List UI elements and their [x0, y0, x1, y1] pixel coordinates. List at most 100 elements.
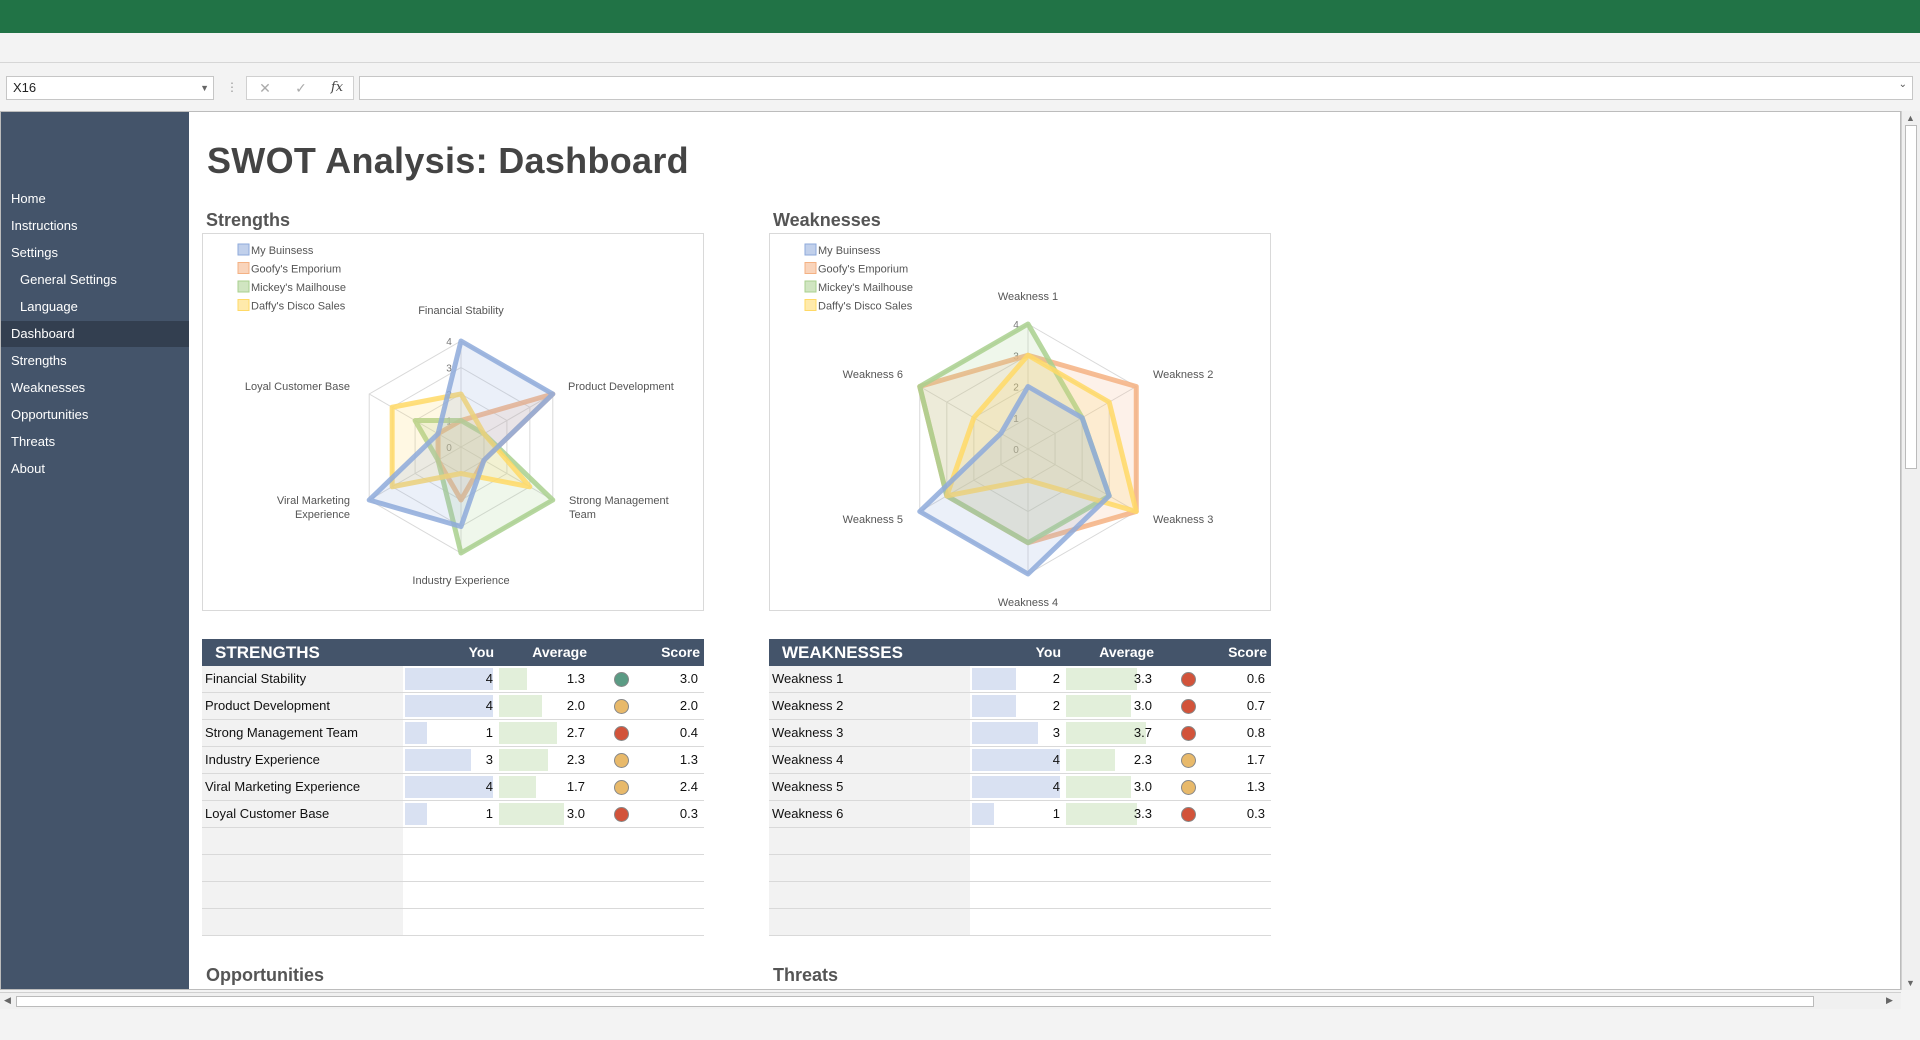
radar-tick-label: 2 — [1013, 383, 1019, 394]
sidebar-item-home[interactable]: Home — [11, 191, 46, 206]
table-row[interactable]: Product Development 4 2.0 2.0 — [202, 693, 704, 720]
scroll-down-icon[interactable]: ▼ — [1906, 978, 1915, 988]
enter-icon[interactable]: ✓ — [295, 80, 307, 96]
weaknesses-radar-chart[interactable]: 0 1 2 3 4 Weakness 1 Weakness 2 Weakness 3 Weakn… — [769, 233, 1271, 611]
table-row[interactable]: Industry Experience 3 2.3 1.3 — [202, 747, 704, 774]
table-row[interactable]: Financial Stability 4 1.3 3.0 — [202, 666, 704, 693]
column-header-average: Average — [1099, 644, 1154, 660]
legend-entry: Daffy's Disco Sales — [251, 301, 346, 313]
weaknesses-table-header: WEAKNESSES You Average Score — [769, 639, 1271, 666]
table-row[interactable] — [202, 828, 704, 855]
radar-spoke — [1027, 448, 1137, 512]
table-row[interactable]: Weakness 3 3 3.7 0.8 — [769, 720, 1271, 747]
formula-buttons: ✕ ✓ fx — [246, 76, 354, 100]
status-yellow-icon — [1181, 780, 1196, 795]
table-row[interactable]: Weakness 6 1 3.3 0.3 — [769, 801, 1271, 828]
section-title-threats: Threats — [773, 965, 839, 985]
sidebar-item-weaknesses[interactable]: Weaknesses — [11, 380, 86, 395]
score-value: 3.0 — [679, 671, 698, 686]
sidebar-item-threats[interactable]: Threats — [11, 434, 56, 449]
table-row[interactable] — [769, 828, 1271, 855]
vertical-scroll-thumb[interactable] — [1905, 125, 1917, 469]
table-row[interactable]: Weakness 5 4 3.0 1.3 — [769, 774, 1271, 801]
scroll-right-icon[interactable]: ▶ — [1886, 995, 1893, 1005]
table-row[interactable]: Weakness 4 4 2.3 1.7 — [769, 747, 1271, 774]
score-value: 0.3 — [1246, 806, 1265, 821]
row-name: Weakness 2 — [769, 693, 970, 719]
you-value: 4 — [1052, 752, 1060, 767]
name-box[interactable]: X16 ▼ — [6, 76, 214, 100]
radar-series-daffy-s-disco-sales[interactable] — [389, 391, 533, 490]
table-row[interactable] — [769, 855, 1271, 882]
average-value: 2.0 — [566, 698, 585, 713]
horizontal-scrollbar[interactable]: ◀ ▶ — [0, 992, 1901, 1009]
you-value: 4 — [1052, 779, 1060, 794]
sidebar-item-about[interactable]: About — [11, 461, 45, 476]
average-value: 3.3 — [1133, 671, 1152, 686]
radar-category-label: Viral Marketing — [277, 495, 350, 507]
table-row[interactable] — [769, 909, 1271, 936]
expand-formula-icon[interactable]: ⌄ — [1898, 79, 1907, 90]
legend-swatch — [237, 243, 250, 256]
sidebar-item-settings[interactable]: Settings — [11, 245, 58, 260]
strengths-radar-chart[interactable]: 0 1 2 3 4 Financial Stability Product Developm… — [202, 233, 704, 611]
status-bar — [0, 1012, 1920, 1040]
column-header-score: Score — [1228, 644, 1267, 660]
radar-category-label: Weakness 5 — [843, 514, 903, 526]
you-value: 1 — [1052, 806, 1060, 821]
row-name — [202, 855, 403, 881]
column-header-you: You — [468, 644, 494, 660]
sidebar-item-opportunities[interactable]: Opportunities — [11, 407, 89, 422]
sidebar-item-strengths[interactable]: Strengths — [11, 353, 67, 368]
radar-tick-label: 0 — [446, 443, 452, 454]
you-value: 1 — [485, 725, 493, 740]
sidebar-item-instructions[interactable]: Instructions — [11, 218, 78, 233]
average-value: 2.7 — [566, 725, 585, 740]
sidebar-item-language[interactable]: Language — [20, 299, 78, 314]
sidebar-item-dashboard[interactable]: Dashboard — [1, 321, 189, 347]
table-row[interactable] — [769, 882, 1271, 909]
horizontal-scroll-thumb[interactable] — [16, 996, 1814, 1007]
row-name — [769, 855, 970, 881]
table-row[interactable]: Strong Management Team 1 2.7 0.4 — [202, 720, 704, 747]
table-row[interactable]: Viral Marketing Experience 4 1.7 2.4 — [202, 774, 704, 801]
legend-swatch — [804, 243, 817, 256]
ribbon-strip — [0, 33, 1920, 63]
worksheet-area[interactable]: Home Instructions Settings General Settings… — [0, 111, 1901, 990]
table-row[interactable]: Weakness 2 2 3.0 0.7 — [769, 693, 1271, 720]
legend-entry: My Buinsess — [251, 245, 314, 257]
status-yellow-icon — [1181, 753, 1196, 768]
insert-function-icon[interactable]: fx — [330, 80, 344, 95]
row-name — [202, 909, 403, 935]
more-options-icon: ⋮ — [226, 80, 238, 94]
average-databar — [499, 749, 548, 771]
table-row[interactable]: Weakness 1 2 3.3 0.6 — [769, 666, 1271, 693]
table-row[interactable] — [202, 855, 704, 882]
you-value: 1 — [485, 806, 493, 821]
scroll-up-icon[interactable]: ▲ — [1906, 113, 1915, 123]
vertical-scrollbar[interactable]: ▲ ▼ — [1901, 111, 1920, 990]
sidebar-nav: Home Instructions Settings General Settings… — [1, 112, 189, 989]
cancel-icon[interactable]: ✕ — [259, 80, 271, 96]
table-row[interactable] — [202, 909, 704, 936]
score-value: 0.4 — [679, 725, 698, 740]
scroll-left-icon[interactable]: ◀ — [4, 995, 11, 1005]
average-databar — [499, 668, 527, 690]
formula-input[interactable]: ⌄ — [359, 76, 1913, 100]
you-databar — [972, 668, 1016, 690]
table-row[interactable]: Loyal Customer Base 1 3.0 0.3 — [202, 801, 704, 828]
score-value: 2.4 — [679, 779, 698, 794]
radar-series-my-buinsess[interactable] — [917, 384, 1112, 577]
score-value: 2.0 — [679, 698, 698, 713]
table-row[interactable] — [202, 882, 704, 909]
average-databar — [499, 695, 542, 717]
radar-series-daffy-s-disco-sales[interactable] — [944, 352, 1139, 514]
radar-series-my-buinsess[interactable] — [366, 338, 556, 529]
you-value: 3 — [485, 752, 493, 767]
legend-entry: Goofy's Emporium — [818, 264, 908, 276]
average-value: 3.3 — [1133, 806, 1152, 821]
radar-category-label: Product Development — [568, 381, 674, 393]
chevron-down-icon[interactable]: ▼ — [200, 83, 209, 93]
sidebar-item-general-settings[interactable]: General Settings — [20, 272, 117, 287]
